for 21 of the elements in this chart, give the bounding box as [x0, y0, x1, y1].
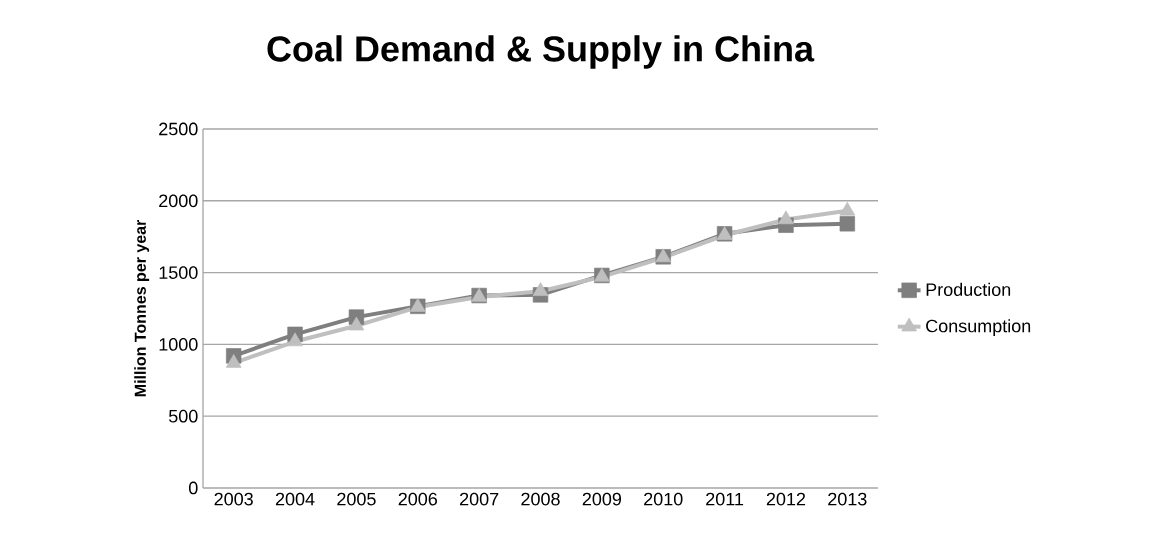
- x-tick-label: 2013: [828, 492, 867, 506]
- x-tick-label: 2004: [275, 492, 315, 506]
- legend-label: Production: [926, 282, 1011, 296]
- y-tick-label: 2000: [159, 194, 198, 208]
- y-tick-label: 1000: [159, 338, 198, 351]
- chart-title: Coal Demand & Supply in China: [267, 35, 815, 69]
- x-tick-label: 2005: [337, 492, 376, 506]
- legend-label: Consumption: [926, 319, 1031, 336]
- x-tick-label: 2006: [398, 492, 437, 506]
- y-tick-label: 500: [168, 409, 198, 423]
- y-tick-label: 1500: [159, 266, 198, 279]
- x-tick-label: 2012: [766, 492, 806, 506]
- y-tick-label: 2500: [159, 122, 198, 136]
- y-axis-title: Million Tonnes per year: [134, 219, 150, 397]
- x-tick-label: 2009: [582, 492, 622, 506]
- x-tick-label: 2011: [706, 492, 744, 506]
- y-tick-label: 0: [189, 481, 198, 495]
- x-tick-label: 2010: [644, 492, 683, 506]
- x-tick-label: 2007: [460, 492, 499, 506]
- x-tick-label: 2003: [214, 492, 253, 506]
- x-tick-label: 2008: [521, 492, 560, 506]
